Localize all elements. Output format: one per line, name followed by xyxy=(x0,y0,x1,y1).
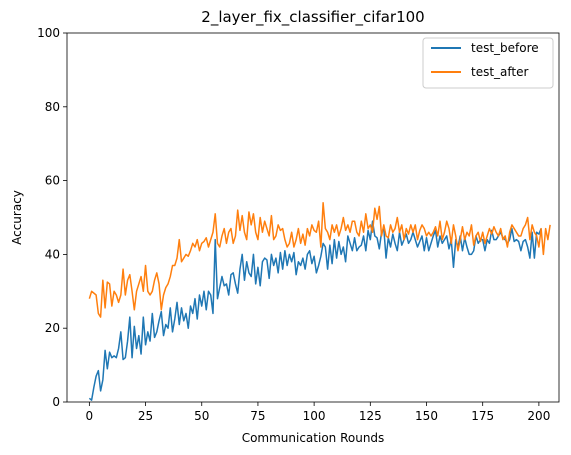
plot-frame xyxy=(66,32,560,403)
legend-label-test-after: test_after xyxy=(471,65,529,79)
y-tick-label: 100 xyxy=(37,26,60,40)
y-tick-label: 0 xyxy=(52,395,60,409)
plot-lines xyxy=(88,201,551,401)
x-tick-label: 50 xyxy=(194,409,209,423)
x-tick-label: 100 xyxy=(303,409,326,423)
legend-label-test-before: test_before xyxy=(471,41,539,55)
y-tick-label: 20 xyxy=(45,321,60,335)
y-axis-label: Accuracy xyxy=(10,190,24,245)
x-axis: 0 25 50 75 100 125 150 175 200 xyxy=(86,402,550,423)
y-tick-label: 40 xyxy=(45,247,60,261)
series-line-test-after xyxy=(88,201,551,318)
x-tick-label: 0 xyxy=(86,409,94,423)
x-tick-label: 125 xyxy=(359,409,382,423)
y-tick-label: 80 xyxy=(45,100,60,114)
legend: test_before test_after xyxy=(422,37,554,89)
x-axis-label: Communication Rounds xyxy=(242,431,385,445)
series-line-test-before xyxy=(88,220,542,401)
x-tick-label: 175 xyxy=(471,409,494,423)
chart-title: 2_layer_fix_classifier_cifar100 xyxy=(201,8,424,27)
x-tick-label: 200 xyxy=(527,409,550,423)
x-tick-label: 75 xyxy=(250,409,265,423)
x-tick-label: 150 xyxy=(415,409,438,423)
y-tick-label: 60 xyxy=(45,174,60,188)
x-tick-label: 25 xyxy=(138,409,153,423)
y-axis: 0 20 40 60 80 100 xyxy=(37,26,67,409)
legend-box xyxy=(422,37,554,89)
